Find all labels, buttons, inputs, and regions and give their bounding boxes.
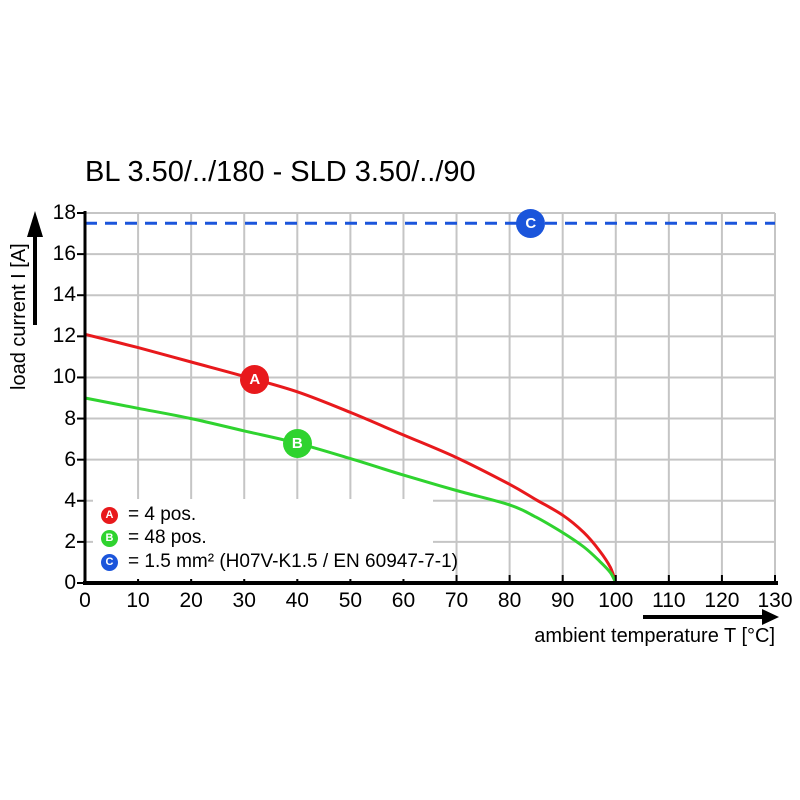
x-tick-label: 20 [179,589,203,612]
x-tick-label: 110 [652,589,686,612]
x-tick-label: 120 [704,589,740,612]
x-tick-label: 80 [497,589,522,612]
legend-item-c: C = 1.5 mm² (H07V-K1.5 / EN 60947-7-1) [101,551,458,573]
curve-b [83,396,618,585]
y-tick-label: 12 [52,324,76,348]
x-tick-label: 10 [126,589,150,612]
x-tick-label: 50 [338,589,363,612]
y-axis-label: load current I [A] [8,243,30,390]
x-tick-label: 70 [444,589,469,612]
y-tick-label: 14 [52,283,76,307]
legend-marker-c-icon: C [101,553,118,571]
x-tick-label: 60 [391,589,416,612]
chart-title: BL 3.50/../180 - SLD 3.50/../90 [85,156,476,188]
curve-a [83,332,618,585]
y-axis-arrow-head [27,211,43,237]
y-tick-label: 8 [64,406,76,430]
x-tick-label: 30 [232,589,256,612]
y-tick-label: 4 [64,488,76,512]
x-tick-label: 130 [757,589,793,612]
x-axis-arrow-head [762,609,779,625]
y-tick-label: 2 [64,529,76,553]
legend-label-a: = 4 pos. [128,504,197,525]
legend-item-b: B = 48 pos. [101,527,207,549]
x-tick-label: 100 [598,589,634,612]
y-tick-label: 18 [52,201,76,224]
y-tick-label: 6 [64,447,76,471]
legend-marker-a-icon: A [101,506,118,524]
chart-legend: A = 4 pos. B = 48 pos. C = 1.5 mm² (H07V… [93,499,458,579]
legend-item-a: A = 4 pos. [101,504,196,526]
x-tick-label: 0 [79,589,91,612]
curve-marker-b: B [282,428,312,458]
legend-marker-b-icon: B [101,529,118,547]
legend-label-c: = 1.5 mm² (H07V-K1.5 / EN 60947-7-1) [128,551,459,572]
curve-marker-a: A [240,365,270,394]
x-tick-label: 90 [551,589,575,612]
x-tick-label: 40 [285,589,309,612]
y-tick-label: 10 [52,365,76,389]
x-axis-label: ambient temperature T [°C] [534,625,775,647]
y-tick-label: 0 [64,571,76,594]
y-tick-label: 16 [52,242,76,266]
curve-marker-c: C [516,208,546,238]
legend-label-b: = 48 pos. [128,527,207,548]
